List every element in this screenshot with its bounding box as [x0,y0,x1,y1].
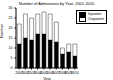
svg-text:20: 20 [9,26,13,30]
svg-text:30: 30 [9,6,13,10]
svg-text:2010: 2010 [71,71,79,75]
svg-text:Year: Year [43,76,52,80]
svg-text:5: 5 [11,56,13,60]
svg-text:0: 0 [11,66,13,70]
svg-text:15: 15 [9,36,13,40]
svg-text:25: 25 [9,16,13,20]
svg-text:10: 10 [9,46,13,50]
